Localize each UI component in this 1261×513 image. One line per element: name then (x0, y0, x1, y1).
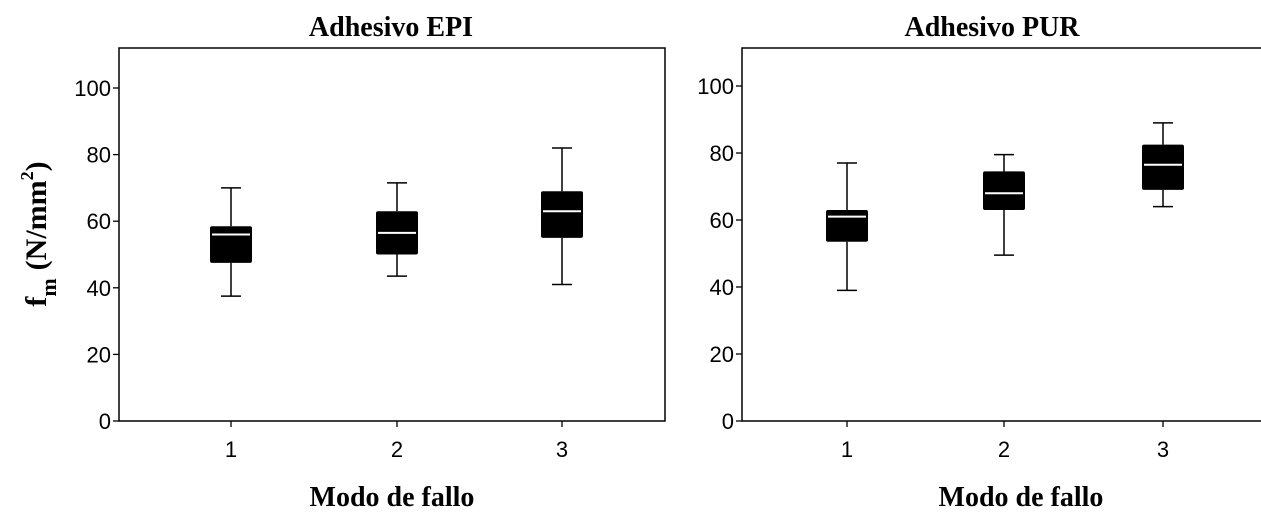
x-axis-label: Modo de fallo (310, 482, 475, 513)
y-tick-label: 60 (87, 209, 111, 234)
x-tick-label: 1 (841, 437, 853, 462)
box-plot-3 (541, 147, 583, 286)
y-tick-label: 0 (722, 409, 734, 434)
box-plot-2 (983, 153, 1025, 256)
chart-title: Adhesivo EPI (309, 12, 473, 43)
y-label-unit: (N/mm (20, 180, 53, 270)
iqr-box (210, 226, 252, 263)
box-plot-1 (826, 162, 868, 292)
iqr-box (541, 191, 583, 238)
y-label-close: ) (20, 161, 53, 171)
y-axis: 0 20 40 60 80 100 (74, 76, 119, 434)
box-series (826, 122, 1184, 292)
box-plot-2 (376, 182, 418, 277)
x-tick-label: 1 (225, 437, 237, 462)
box-plot-3 (1142, 122, 1184, 208)
x-axis-label: Modo de fallo (939, 482, 1104, 513)
y-label-sup: 2 (17, 171, 37, 180)
iqr-box (826, 209, 868, 242)
panel-epi: Adhesivo EPI 0 20 40 60 80 100 1 2 3 Modo de fa… (17, 12, 666, 513)
y-tick-label: 40 (710, 275, 734, 300)
x-tick-label: 2 (998, 437, 1010, 462)
y-tick-label: 80 (710, 141, 734, 166)
x-tick-label: 2 (391, 437, 403, 462)
panel-pur: Adhesivo PUR 0 20 40 60 80 100 1 2 3 Modo de fa… (697, 12, 1261, 513)
plot-frame (118, 47, 666, 422)
y-tick-label: 100 (697, 74, 734, 99)
x-tick-label: 3 (1157, 437, 1169, 462)
y-label-sub: m (36, 278, 61, 296)
box-plot-1 (210, 187, 252, 297)
plot-frame (741, 47, 1261, 422)
y-axis-label: fm (N/mm2) (17, 161, 61, 306)
y-tick-label: 60 (710, 208, 734, 233)
y-tick-label: 80 (87, 143, 111, 168)
y-tick-label: 20 (710, 342, 734, 367)
y-tick-label: 20 (87, 342, 111, 367)
x-axis: 1 2 3 (225, 421, 568, 462)
y-tick-label: 0 (99, 409, 111, 434)
y-tick-label: 40 (87, 276, 111, 301)
y-axis: 0 20 40 60 80 100 (697, 74, 742, 434)
x-axis: 1 2 3 (841, 421, 1169, 462)
x-tick-label: 3 (556, 437, 568, 462)
iqr-box (983, 171, 1025, 210)
box-series (210, 147, 583, 297)
y-tick-label: 100 (74, 76, 111, 101)
iqr-box (1142, 144, 1184, 190)
chart-title: Adhesivo PUR (904, 12, 1080, 43)
y-label-main: f (20, 296, 53, 307)
